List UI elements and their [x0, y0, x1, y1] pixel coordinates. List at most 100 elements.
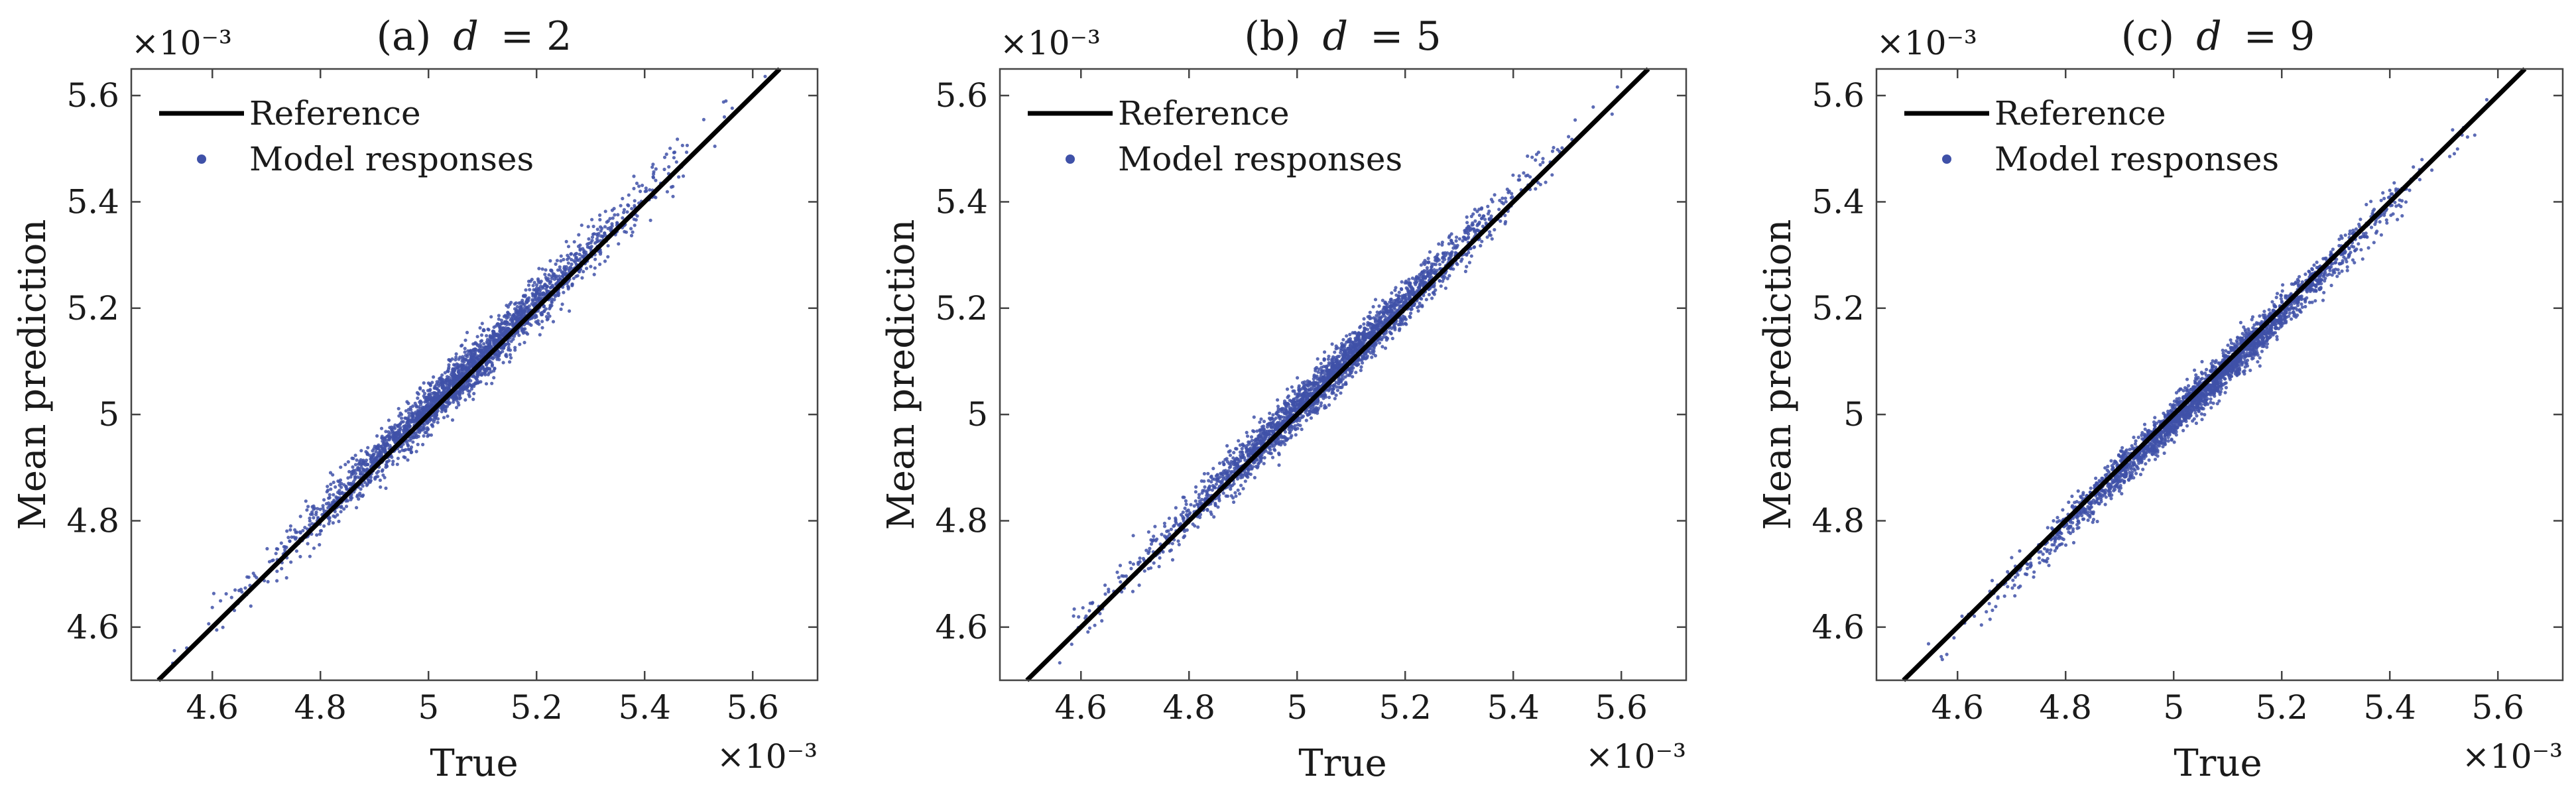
scatter-point — [1242, 444, 1246, 448]
scatter-point — [1211, 477, 1215, 481]
scatter-point — [355, 506, 359, 510]
scatter-point — [1207, 479, 1211, 483]
scatter-point — [561, 271, 565, 275]
x-tick-label: 5.6 — [726, 688, 779, 727]
scatter-point — [1086, 630, 1090, 634]
scatter-point — [359, 487, 363, 491]
scatter-point — [537, 280, 541, 284]
scatter-point — [633, 223, 637, 227]
scatter-point — [442, 386, 446, 391]
scatter-point — [359, 472, 363, 476]
scatter-point — [286, 536, 290, 540]
scatter-point — [1149, 542, 1154, 546]
scatter-point — [558, 265, 562, 269]
scatter-point — [461, 357, 465, 361]
scatter-point — [1058, 661, 1062, 665]
scatter-point — [1269, 429, 1273, 433]
scatter-point — [622, 208, 627, 212]
scatter-point — [460, 364, 463, 368]
scatter-point — [463, 347, 467, 351]
scatter-point — [495, 357, 499, 361]
scatter-point — [1267, 432, 1271, 436]
scatter-point — [363, 468, 368, 472]
scatter-point — [593, 241, 597, 245]
scatter-point — [1282, 435, 1286, 439]
scatter-point — [1550, 173, 1554, 177]
scatter-point — [339, 465, 343, 469]
scatter-point — [422, 434, 426, 438]
scatter-point — [432, 375, 436, 379]
scatter-point — [1298, 416, 1302, 420]
scatter-point — [1203, 485, 1207, 489]
scatter-point — [473, 352, 477, 356]
scatter-point — [1152, 534, 1156, 538]
y-tick-label: 4.8 — [66, 501, 119, 540]
scatter-point — [1471, 227, 1475, 231]
scatter-point — [648, 188, 652, 192]
scatter-point — [373, 475, 377, 480]
scatter-point — [490, 381, 494, 385]
scatter-point — [233, 588, 237, 592]
scatter-point — [1497, 208, 1501, 212]
scatter-point — [381, 448, 385, 452]
scatter-point — [478, 326, 482, 330]
scatter-point — [1383, 318, 1387, 322]
scatter-point — [535, 291, 539, 295]
scatter-point — [1393, 288, 1397, 292]
scatter-point — [507, 322, 511, 326]
scatter-point — [650, 165, 654, 169]
scatter-point — [334, 495, 338, 499]
scatter-point — [1283, 430, 1287, 434]
scatter-point — [243, 586, 247, 590]
scatter-point — [654, 178, 658, 182]
scatter-point — [468, 349, 472, 353]
scatter-point — [580, 276, 584, 280]
scatter-point — [540, 326, 544, 330]
scatter-point — [332, 493, 336, 497]
scatter-point — [598, 263, 602, 267]
scatter-point — [1170, 542, 1174, 546]
scatter-point — [1465, 221, 1469, 225]
scatter-point — [456, 365, 460, 370]
scatter-point — [172, 648, 176, 652]
scatter-point — [505, 316, 509, 320]
scatter-point — [1530, 155, 1534, 159]
scatter-point — [529, 323, 533, 327]
scatter-point — [599, 250, 603, 255]
scatter-point — [329, 482, 333, 487]
scatter-point — [672, 156, 676, 160]
scatter-point — [509, 318, 513, 322]
scatter-point — [1477, 213, 1481, 217]
scatter-point — [1327, 395, 1331, 400]
scatter-point — [1298, 388, 1302, 392]
scatter-point — [603, 210, 607, 213]
scatter-point — [521, 294, 526, 298]
scatter-point — [436, 420, 440, 424]
scatter-point — [763, 74, 767, 78]
scatter-point — [436, 382, 440, 386]
scatter-point — [1196, 525, 1200, 529]
scatter-point — [451, 379, 455, 384]
scatter-point — [351, 465, 355, 469]
scatter-point — [407, 411, 411, 415]
scatter-point — [537, 322, 541, 326]
scatter-point — [483, 373, 487, 377]
scatter-point — [627, 193, 631, 197]
scatter-point — [1330, 390, 1335, 394]
scatter-point — [467, 393, 471, 396]
scatter-point — [1290, 402, 1294, 406]
scatter-point — [592, 273, 596, 276]
scatter-point — [359, 449, 363, 453]
scatter-point — [611, 216, 615, 220]
scatter-point — [1436, 253, 1440, 257]
scatter-point — [1231, 483, 1235, 487]
scatter-point — [384, 463, 388, 467]
scatter-point — [548, 286, 553, 290]
scatter-point — [288, 539, 292, 543]
scatter-point — [507, 342, 511, 347]
scatter-point — [1147, 550, 1151, 554]
scatter-point — [336, 479, 340, 483]
scatter-point — [485, 367, 489, 371]
scatter-point — [1243, 479, 1247, 483]
scatter-point — [421, 442, 425, 447]
